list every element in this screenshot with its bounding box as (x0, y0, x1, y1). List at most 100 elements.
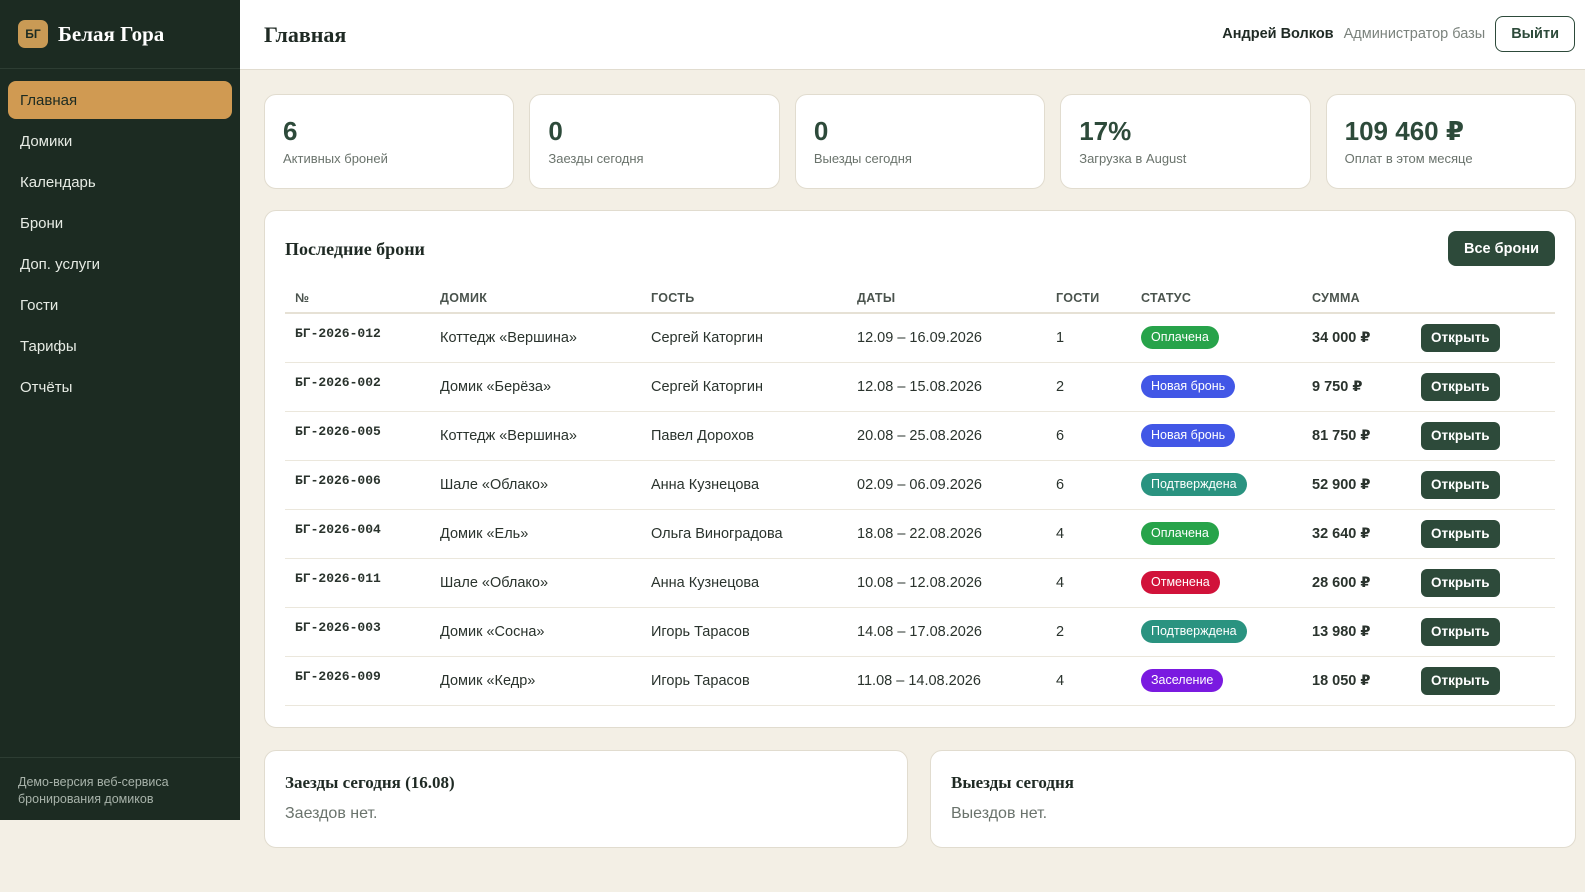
stats-row: 6 Активных броней 0 Заезды сегодня 0 Выезды с… (264, 94, 1577, 189)
stat-label: Выезды сегодня (813, 151, 912, 166)
booking-sum: 32 640 ₽ (1302, 509, 1411, 559)
table-row: БГ-2026-005 Коттедж «Вершина» Павел Дорохо… (285, 411, 1555, 461)
booking-action-cell: Открыть (1411, 607, 1555, 657)
table-row: БГ-2026-006 Шале «Облако» Анна Кузнецова 02… (285, 460, 1555, 510)
booking-guest: Анна Кузнецова (641, 558, 847, 608)
departures-empty-text: Выездов нет. (951, 805, 1048, 822)
booking-id: БГ-2026-005 (285, 411, 430, 461)
stat-label: Оплат в этом месяце (1344, 151, 1473, 166)
user-name: Андрей Волков (1222, 26, 1334, 42)
booking-guest: Павел Дорохов (641, 411, 847, 461)
booking-action-cell: Открыть (1411, 509, 1555, 559)
booking-sum: 9 750 ₽ (1302, 362, 1411, 412)
booking-dates: 12.08 – 15.08.2026 (847, 362, 1046, 412)
booking-status-cell: Подтверждена (1131, 607, 1302, 657)
stat-value: 17% (1079, 116, 1132, 146)
status-badge: Оплачена (1141, 326, 1219, 350)
sidebar-item-home[interactable]: Главная (8, 81, 232, 119)
sidebar-item-guests[interactable]: Гости (20, 296, 59, 314)
column-header: ДАТЫ (847, 283, 1046, 314)
table-row: БГ-2026-003 Домик «Сосна» Игорь Тарасов 14.… (285, 607, 1555, 657)
table-row: БГ-2026-004 Домик «Ель» Ольга Виноградова 1… (285, 509, 1555, 559)
booking-guest: Сергей Каторгин (641, 313, 847, 363)
stat-value: 109 460 ₽ (1344, 116, 1464, 146)
booking-id: БГ-2026-006 (285, 460, 430, 510)
sidebar-item-calendar[interactable]: Календарь (20, 173, 96, 191)
booking-action-cell: Открыть (1411, 411, 1555, 461)
open-booking-button[interactable]: Открыть (1421, 666, 1500, 695)
booking-house: Домик «Берёза» (430, 362, 641, 412)
table-row: БГ-2026-002 Домик «Берёза» Сергей Каторгин… (285, 362, 1555, 412)
stat-label: Активных броней (283, 151, 388, 166)
booking-house: Домик «Кедр» (430, 656, 641, 706)
logout-button[interactable]: Выйти (1495, 16, 1575, 52)
departures-title: Выезды сегодня (951, 773, 1075, 792)
column-header: СТАТУС (1131, 283, 1302, 314)
column-header: СУММА (1302, 283, 1411, 314)
brand[interactable]: БГ Белая Гора (0, 0, 240, 68)
status-badge: Новая бронь (1141, 375, 1236, 398)
stat-label: Заезды сегодня (548, 151, 644, 166)
booking-dates: 18.08 – 22.08.2026 (847, 509, 1046, 559)
status-badge: Отменена (1141, 571, 1220, 594)
table-header-row: № ДОМИК ГОСТЬ ДАТЫ ГОСТИ СТАТУС СУММА (285, 283, 1555, 314)
column-header: ДОМИК (430, 283, 641, 314)
column-header (1411, 283, 1555, 314)
open-booking-button[interactable]: Открыть (1421, 470, 1500, 499)
booking-action-cell: Открыть (1411, 313, 1555, 363)
arrivals-title: Заезды сегодня (16.08) (285, 773, 455, 792)
open-booking-button[interactable]: Открыть (1421, 617, 1500, 646)
bookings-table: № ДОМИК ГОСТЬ ДАТЫ ГОСТИ СТАТУС СУММА БГ-2026-… (285, 283, 1555, 706)
booking-sum: 52 900 ₽ (1302, 460, 1411, 510)
booking-dates: 14.08 – 17.08.2026 (847, 607, 1046, 657)
column-header: ГОСТЬ (641, 283, 847, 314)
open-booking-button[interactable]: Открыть (1421, 372, 1500, 401)
sidebar-item-bookings[interactable]: Брони (20, 214, 64, 232)
open-booking-button[interactable]: Открыть (1421, 568, 1500, 597)
stat-label: Загрузка в August (1079, 151, 1187, 166)
booking-guest: Ольга Виноградова (641, 509, 847, 559)
user-block: Андрей Волков Администратор базы Выйти (1222, 16, 1575, 52)
stat-card-departures-today: 0 Выезды сегодня (794, 94, 1046, 189)
booking-guests-count: 2 (1046, 362, 1131, 412)
open-booking-button[interactable]: Открыть (1421, 323, 1500, 352)
stat-value: 0 (813, 116, 829, 146)
booking-status-cell: Заселение (1131, 656, 1302, 706)
brand-name: Белая Гора (58, 21, 165, 46)
booking-sum: 28 600 ₽ (1302, 558, 1411, 608)
booking-id: БГ-2026-002 (285, 362, 430, 412)
booking-id: БГ-2026-012 (285, 313, 430, 363)
table-body: БГ-2026-012 Коттедж «Вершина» Сергей Катор… (285, 313, 1555, 706)
booking-action-cell: Открыть (1411, 460, 1555, 510)
booking-dates: 10.08 – 12.08.2026 (847, 558, 1046, 608)
open-booking-button[interactable]: Открыть (1421, 519, 1500, 548)
booking-dates: 02.09 – 06.09.2026 (847, 460, 1046, 510)
sidebar-item-houses[interactable]: Домики (20, 132, 73, 150)
booking-dates: 12.09 – 16.09.2026 (847, 313, 1046, 363)
brand-logo: БГ (18, 20, 48, 48)
arrivals-empty-text: Заездов нет. (285, 805, 378, 822)
sidebar-item-services[interactable]: Доп. услуги (20, 255, 101, 273)
booking-guest: Сергей Каторгин (641, 362, 847, 412)
booking-guests-count: 6 (1046, 460, 1131, 510)
table-row: БГ-2026-009 Домик «Кедр» Игорь Тарасов 11.0… (285, 656, 1555, 706)
sidebar-item-reports[interactable]: Отчёты (20, 378, 73, 396)
stat-card-payments-month: 109 460 ₽ Оплат в этом месяце (1325, 94, 1577, 189)
booking-house: Домик «Ель» (430, 509, 641, 559)
booking-dates: 20.08 – 25.08.2026 (847, 411, 1046, 461)
booking-guests-count: 2 (1046, 607, 1131, 657)
recent-bookings-title: Последние брони (285, 239, 425, 259)
booking-guests-count: 6 (1046, 411, 1131, 461)
booking-status-cell: Подтверждена (1131, 460, 1302, 510)
booking-house: Домик «Сосна» (430, 607, 641, 657)
departures-panel: Выезды сегодня Выездов нет. (930, 750, 1576, 848)
page-title: Главная (264, 22, 347, 47)
booking-dates: 11.08 – 14.08.2026 (847, 656, 1046, 706)
sidebar-item-tariffs[interactable]: Тарифы (20, 337, 77, 355)
open-booking-button[interactable]: Открыть (1421, 421, 1500, 450)
arrivals-panel: Заезды сегодня (16.08) Заездов нет. (264, 750, 908, 848)
stat-card-occupancy: 17% Загрузка в August (1060, 94, 1311, 189)
status-badge: Оплачена (1141, 522, 1219, 545)
booking-id: БГ-2026-009 (285, 656, 430, 706)
all-bookings-button[interactable]: Все брони (1448, 231, 1555, 266)
